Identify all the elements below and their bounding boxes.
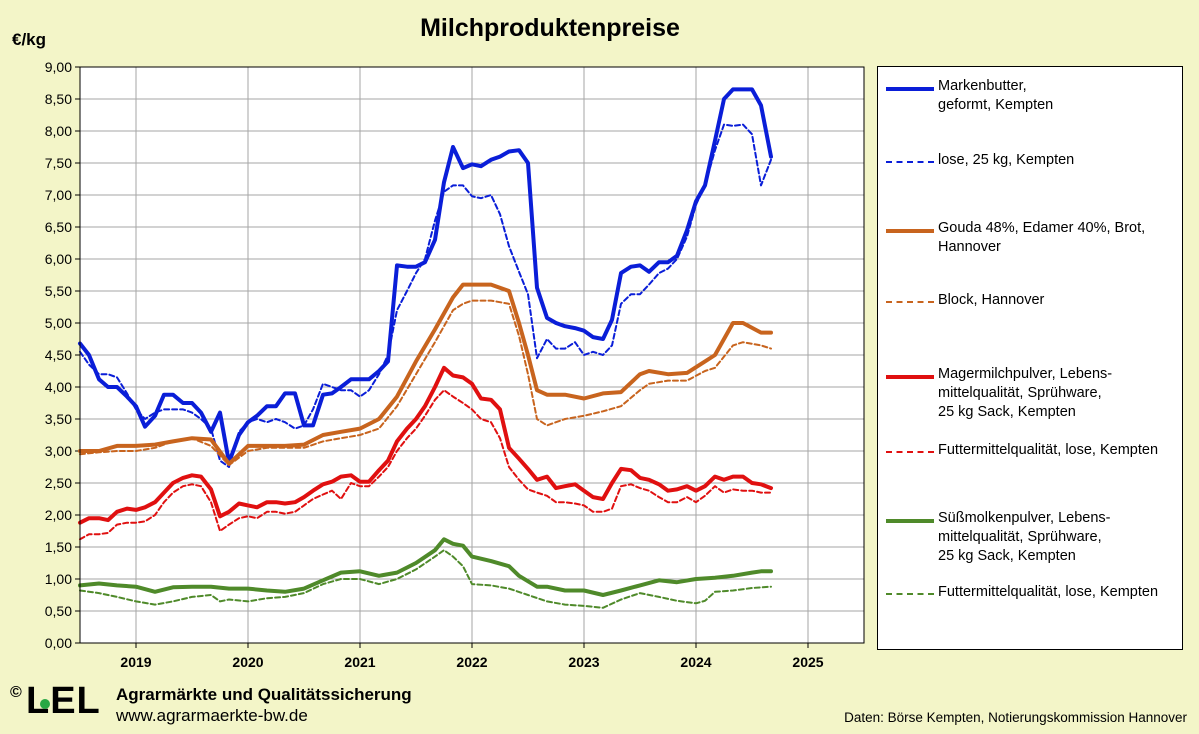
legend-label-line: Gouda 48%, Edamer 40%, Brot,: [938, 220, 1146, 236]
legend-label-line: Hannover: [938, 239, 1001, 255]
organization-name: Agrarmärkte und Qualitätssicherung: [116, 685, 412, 704]
series-line-2: [78, 282, 773, 466]
legend-label-line: Futtermittelqualität, lose, Kempten: [938, 442, 1159, 458]
series-line-0: [78, 87, 773, 465]
x-tick-label: 2024: [680, 654, 711, 670]
organization-url[interactable]: www.agrarmaerkte-bw.de: [116, 706, 308, 725]
y-tick-label: 3,00: [45, 443, 72, 459]
series-line-7: [79, 549, 772, 609]
legend-label-line: mittelqualität, Sprühware,: [938, 529, 1102, 545]
chart-title: Milchproduktenpreise: [420, 14, 680, 42]
legend-swatch: [886, 375, 934, 379]
legend-label: Futtermittelqualität, lose, Kempten: [938, 441, 1178, 460]
line-chart: 0,00 0,50 1,00 1,50 2,00 2,50 3,00 3,50 4,00 4,50…: [45, 59, 865, 670]
y-tick-label: 0,00: [45, 635, 72, 651]
legend-label: Süßmolkenpulver, Lebens-mittelqualität, …: [938, 509, 1178, 566]
legend-swatch: [886, 87, 934, 91]
legend-label-line: Süßmolkenpulver, Lebens-: [938, 510, 1111, 526]
legend-label-line: mittelqualität, Sprühware,: [938, 385, 1102, 401]
series-line-4: [78, 365, 773, 525]
legend-label: Gouda 48%, Edamer 40%, Brot, Hannover: [938, 219, 1178, 257]
legend-label: Futtermittelqualität, lose, Kempten: [938, 583, 1178, 602]
x-tick-label: 2025: [792, 654, 823, 670]
series-line-3: [79, 299, 772, 467]
legend-label-line: lose, 25 kg, Kempten: [938, 152, 1075, 168]
y-tick-label: 5,00: [45, 315, 72, 331]
y-tick-label: 9,00: [45, 59, 72, 75]
copyright-symbol: ©: [10, 684, 22, 701]
x-tick-label: 2020: [232, 654, 263, 670]
legend-label-line: 25 kg Sack, Kempten: [938, 404, 1076, 420]
x-tick-label: 2022: [456, 654, 487, 670]
series-group: [78, 87, 773, 609]
legend: Markenbutter, geformt, Kempten lose, 25 kg…: [877, 66, 1183, 650]
y-tick-label: 6,00: [45, 251, 72, 267]
lel-logo: LEL: [26, 680, 101, 723]
y-tick-label: 2,00: [45, 507, 72, 523]
y-tick-label: 7,50: [45, 155, 72, 171]
legend-label: Block, Hannover: [938, 291, 1178, 310]
y-tick-label: 6,50: [45, 219, 72, 235]
x-axis-ticks: 2019 2020 2021 2022 2023 2024 2025: [120, 643, 824, 670]
series-line-5: [79, 389, 772, 541]
legend-swatch: [886, 161, 934, 163]
logo-green-dot: [40, 699, 50, 709]
legend-swatch: [886, 229, 934, 233]
y-tick-label: 2,50: [45, 475, 72, 491]
legend-label-line: Magermilchpulver, Lebens-: [938, 366, 1113, 382]
y-axis-ticks: 0,00 0,50 1,00 1,50 2,00 2,50 3,00 3,50 4,00 4,50…: [45, 59, 80, 651]
legend-swatch: [886, 519, 934, 523]
x-tick-label: 2021: [344, 654, 375, 670]
legend-label-line: Markenbutter,: [938, 78, 1027, 94]
plot-frame: [79, 66, 865, 644]
y-tick-label: 4,00: [45, 379, 72, 395]
y-tick-label: 3,50: [45, 411, 72, 427]
legend-label-line: 25 kg Sack, Kempten: [938, 548, 1076, 564]
legend-label: Markenbutter, geformt, Kempten: [938, 77, 1178, 115]
series-line-6: [78, 537, 773, 597]
y-tick-label: 1,50: [45, 539, 72, 555]
y-tick-label: 1,00: [45, 571, 72, 587]
y-tick-label: 7,00: [45, 187, 72, 203]
legend-label-line: Futtermittelqualität, lose, Kempten: [938, 584, 1159, 600]
y-tick-label: 5,50: [45, 283, 72, 299]
y-tick-label: 0,50: [45, 603, 72, 619]
legend-label-line: geformt, Kempten: [938, 97, 1054, 113]
x-tick-label: 2019: [120, 654, 151, 670]
y-tick-label: 8,00: [45, 123, 72, 139]
legend-swatch: [886, 301, 934, 303]
y-tick-label: 8,50: [45, 91, 72, 107]
x-tick-label: 2023: [568, 654, 599, 670]
legend-swatch: [886, 451, 934, 453]
series-line-1: [79, 123, 772, 468]
legend-label: lose, 25 kg, Kempten: [938, 151, 1178, 170]
legend-label-line: Block, Hannover: [938, 292, 1045, 308]
grid-lines: [80, 67, 864, 643]
legend-swatch: [886, 593, 934, 595]
y-axis-unit: €/kg: [12, 30, 47, 49]
legend-label: Magermilchpulver, Lebens-mittelqualität,…: [938, 365, 1178, 422]
y-tick-label: 4,50: [45, 347, 72, 363]
data-source-note: Daten: Börse Kempten, Notierungskommissi…: [844, 710, 1187, 725]
logo-text: LEL: [26, 680, 101, 722]
